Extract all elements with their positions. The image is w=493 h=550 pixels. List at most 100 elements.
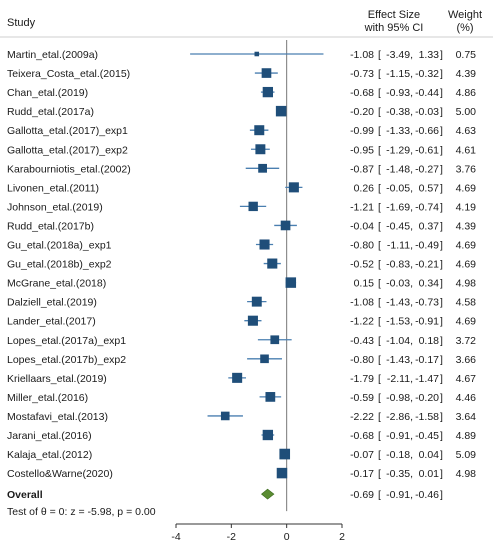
study-row: Chan_etal.(2019) -0.68 [-0.93, -0.44] 4.86: [7, 86, 477, 99]
study-name: Miller_etal.(2016): [7, 392, 88, 404]
study-row: Rudd_etal.(2017b) -0.04 [-0.45, 0.37] 4.39: [7, 220, 476, 232]
weight-value: 3.66: [456, 354, 477, 366]
effect-size-value: -1.22: [350, 316, 374, 328]
study-name: Lopes_etal.(2017a)_exp1: [7, 335, 126, 347]
effect-size-value: -1.21: [350, 201, 374, 213]
weight-value: 4.19: [456, 201, 477, 213]
study-name: Lopes_etal.(2017b)_exp2: [7, 354, 126, 366]
effect-marker: [247, 315, 258, 326]
effect-size-value: -0.04: [350, 220, 374, 232]
ci-text: [-0.93, -0.44]: [378, 87, 443, 99]
effect-size-value: -0.80: [350, 354, 374, 366]
weight-value: 4.61: [456, 144, 477, 156]
ci-text: [-0.35, 0.01]: [378, 468, 443, 480]
effect-size-value: -0.59: [350, 392, 374, 404]
header-study: Study: [7, 17, 36, 29]
effect-marker: [262, 429, 274, 441]
weight-value: 4.98: [456, 468, 477, 480]
effect-size-value: -0.43: [350, 335, 374, 347]
effect-marker: [280, 220, 291, 231]
weight-value: 5.09: [456, 449, 477, 461]
ci-text: [-1.29, -0.61]: [378, 144, 443, 156]
effect-size-value: -0.68: [350, 430, 374, 442]
ci-text: [-0.18, 0.04]: [378, 449, 443, 461]
overall-ci-text: [-0.91, -0.46]: [378, 489, 443, 501]
ci-text: [-0.38, -0.03]: [378, 106, 443, 118]
study-row: Johnson_etal.(2019) -1.21 [-1.69, -0.74] 4.1…: [7, 201, 476, 213]
weight-value: 4.67: [456, 373, 477, 385]
overall-diamond: [261, 488, 275, 500]
study-name: Teixera_Costa_etal.(2015): [7, 68, 130, 80]
weight-value: 4.86: [456, 87, 477, 99]
weight-value: 3.76: [456, 163, 477, 175]
effect-size-value: -2.22: [350, 411, 374, 423]
effect-marker: [254, 51, 260, 57]
study-name: Gallotta_etal.(2017)_exp1: [7, 125, 128, 137]
ci-text: [-1.53, -0.91]: [378, 316, 443, 328]
effect-marker: [270, 335, 280, 345]
study-rows: Martin_etal.(2009a) -1.08 [-3.49, 1.33] 0.75…: [7, 40, 477, 512]
effect-marker: [261, 68, 272, 78]
overall-row: Overall -0.69 [-0.91, -0.46] Test of θ = 0: …: [7, 488, 443, 518]
study-row: Miller_etal.(2016) -0.59 [-0.98, -0.20] 4.46: [7, 392, 476, 404]
ci-text: [-1.43, -0.73]: [378, 297, 443, 309]
study-row: Rudd_etal.(2017a) -0.20 [-0.38, -0.03] 5.00: [7, 105, 476, 118]
ci-text: [-2.86, -1.58]: [378, 411, 443, 423]
effect-marker: [267, 258, 278, 269]
ci-text: [-2.11, -1.47]: [378, 373, 443, 385]
effect-size-value: -1.08: [350, 49, 374, 61]
effect-size-value: -0.73: [350, 68, 374, 80]
header-weight-unit: (%): [456, 22, 473, 34]
effect-marker: [276, 467, 288, 479]
header-effect-ci: with 95% CI: [364, 22, 424, 34]
effect-size-value: -0.87: [350, 163, 374, 175]
study-row: Lander_etal.(2017) -1.22 [-1.53, -0.91] 4.69: [7, 315, 477, 328]
study-name: Chan_etal.(2019): [7, 87, 88, 99]
study-row: Gallotta_etal.(2017)_exp2 -0.95 [-1.29, -0.…: [7, 144, 476, 156]
ci-text: [-0.45, 0.37]: [378, 220, 443, 232]
effect-marker: [232, 372, 243, 383]
study-row: McGrane_etal.(2018) 0.15[-0.03, 0.34] 4.98: [7, 277, 477, 290]
effect-marker: [259, 239, 270, 250]
weight-value: 3.72: [456, 335, 477, 347]
effect-marker: [275, 105, 287, 117]
ci-text: [-0.83, -0.21]: [378, 259, 443, 271]
effect-size-value: -0.17: [350, 468, 374, 480]
weight-value: 4.89: [456, 430, 477, 442]
weight-value: 3.64: [456, 411, 477, 423]
effect-size-value: -0.80: [350, 240, 374, 252]
x-tick-label: 0: [284, 531, 290, 543]
overall-label: Overall: [7, 489, 43, 501]
weight-value: 4.69: [456, 240, 477, 252]
ci-text: [-1.43, -0.17]: [378, 354, 443, 366]
study-name: Gallotta_etal.(2017)_exp2: [7, 144, 128, 156]
effect-size-value: -0.20: [350, 106, 374, 118]
study-name: Karabourniotis_etal.(2002): [7, 163, 131, 175]
effect-marker: [220, 411, 230, 421]
effect-marker: [262, 86, 274, 98]
ci-text: [-3.49, 1.33]: [378, 49, 443, 61]
study-name: Kriellaars_etal.(2019): [7, 373, 107, 385]
effect-marker: [258, 163, 267, 173]
study-name: Livonen_etal.(2011): [7, 182, 99, 194]
study-row: Gu_etal.(2018b)_exp2 -0.52 [-0.83, -0.21] 4.…: [7, 258, 476, 271]
effect-marker: [248, 201, 258, 212]
study-name: Lander_etal.(2017): [7, 316, 96, 328]
weight-value: 4.98: [456, 278, 477, 290]
weight-value: 4.39: [456, 68, 477, 80]
study-row: Lopes_etal.(2017b)_exp2 -0.80 [-1.43, -0.17…: [7, 354, 476, 366]
header-effect-size: Effect Size: [368, 9, 420, 21]
ci-text: [-1.69, -0.74]: [378, 201, 443, 213]
study-row: Lopes_etal.(2017a)_exp1 -0.43 [-1.04, 0.18]…: [7, 335, 476, 347]
overall-effect-size: -0.69: [350, 489, 374, 501]
header-weight: Weight: [448, 9, 482, 21]
ci-text: [-1.15, -0.32]: [378, 68, 443, 80]
ci-text: [-1.11, -0.49]: [378, 240, 443, 252]
study-row: Mostafavi_etal.(2013) -2.22 [-2.86, -1.58] 3…: [7, 411, 476, 423]
study-row: Costello&Warne(2020) -0.17 [-0.35, 0.01] 4.9…: [7, 467, 477, 480]
study-name: Costello&Warne(2020): [7, 468, 113, 480]
effect-marker: [254, 125, 265, 136]
weight-value: 4.69: [456, 316, 477, 328]
effect-marker: [255, 144, 266, 155]
